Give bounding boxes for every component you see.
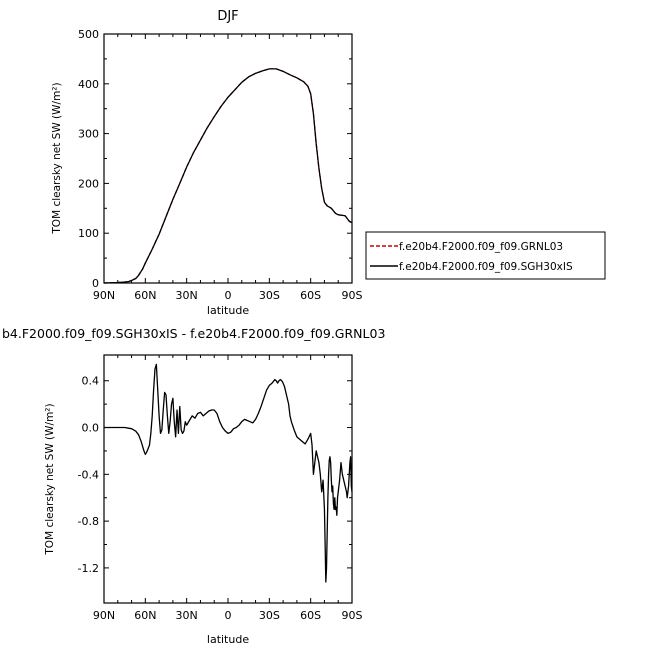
bottom-x-tick-label: 30S: [259, 609, 280, 622]
top-y-axis-label: TOM clearsky net SW (W/m²): [51, 82, 63, 234]
top-series-line-0: [103, 68, 353, 284]
bottom-y-ticks: -1.2 -0.8 -0.4 0.0 0.4: [78, 375, 352, 575]
bottom-x-tick-label: 30N: [176, 609, 198, 622]
top-y-tick-label: 0: [92, 277, 99, 290]
top-x-tick-label: 30S: [259, 289, 280, 302]
bottom-x-tick-label: 60S: [300, 609, 321, 622]
top-x-ticks: 90N 60N 30N 0 30S 60S 90S: [93, 34, 363, 302]
top-y-tick-label: 400: [78, 78, 99, 91]
top-x-tick-label: 60S: [300, 289, 321, 302]
top-y-tick-label: 200: [78, 177, 99, 190]
top-plot-frame: [103, 33, 353, 284]
bottom-y-tick-label: -0.8: [78, 515, 99, 528]
bottom-chart-title: b4.F2000.f09_f09.SGH30xIS - f.e20b4.F200…: [2, 326, 385, 341]
top-y-tick-label: 300: [78, 128, 99, 141]
top-x-tick-label: 0: [225, 289, 232, 302]
bottom-plot-frame: [103, 354, 353, 604]
bottom-y-tick-label: -1.2: [78, 562, 99, 575]
legend: f.e20b4.F2000.f09_f09.GRNL03 f.e20b4.F20…: [365, 231, 606, 280]
bottom-y-tick-label: -0.4: [78, 468, 99, 481]
bottom-plot-area: [104, 363, 353, 583]
top-y-tick-label: 500: [78, 28, 99, 41]
bottom-y-tick-label: 0.0: [82, 422, 100, 435]
bottom-x-axis-label: latitude: [207, 633, 249, 646]
top-x-tick-label: 90S: [342, 289, 363, 302]
top-x-tick-label: 90N: [93, 289, 115, 302]
top-plot-area: [103, 68, 353, 284]
bottom-x-ticks: 90N 60N 30N 0 30S 60S 90S: [93, 355, 363, 622]
legend-label-grnl03: f.e20b4.F2000.f09_f09.GRNL03: [399, 241, 563, 253]
bottom-y-tick-label: 0.4: [82, 375, 100, 388]
top-chart-title: DJF: [217, 9, 238, 24]
top-series-line-1: [103, 68, 353, 284]
bottom-x-tick-label: 60N: [134, 609, 156, 622]
top-y-ticks: 0 100 200 300 400 500: [78, 28, 352, 290]
legend-box: [365, 231, 606, 280]
top-panel: DJF latitude TOM clearsky net SW (W/m²) …: [51, 9, 363, 317]
top-y-tick-label: 100: [78, 227, 99, 240]
bottom-x-tick-label: 90S: [342, 609, 363, 622]
top-x-axis-label: latitude: [207, 304, 249, 317]
bottom-x-tick-label: 0: [225, 609, 232, 622]
bottom-x-tick-label: 90N: [93, 609, 115, 622]
bottom-panel: b4.F2000.f09_f09.SGH30xIS - f.e20b4.F200…: [2, 326, 385, 646]
bottom-y-axis-label: TOM clearsky net SW (W/m²): [44, 403, 56, 555]
top-x-tick-label: 30N: [176, 289, 198, 302]
top-x-tick-label: 60N: [134, 289, 156, 302]
legend-label-sgh30xis: f.e20b4.F2000.f09_f09.SGH30xIS: [399, 261, 573, 273]
bottom-series-line-0: [104, 363, 353, 583]
